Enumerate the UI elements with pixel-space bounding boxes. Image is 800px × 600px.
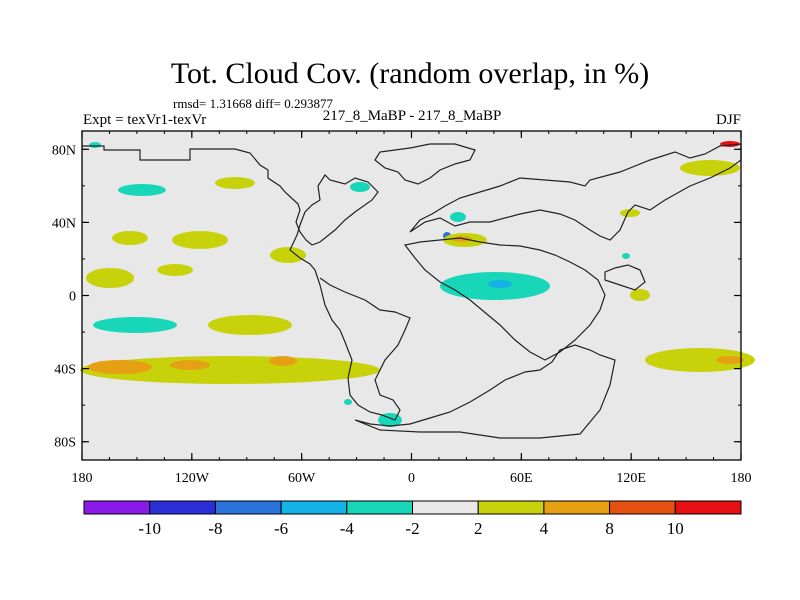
anomaly-patch: [350, 182, 370, 192]
y-tick-label: 80S: [54, 436, 76, 451]
anomaly-patch: [270, 247, 306, 263]
colorbar-bin: [412, 500, 479, 515]
anomaly-patch: [157, 264, 193, 276]
map-area: [80, 130, 755, 461]
x-tick-label: 120E: [616, 471, 646, 486]
anomaly-patch: [450, 212, 466, 222]
anomaly-patch: [630, 289, 650, 301]
chart-title: Tot. Cloud Cov. (random overlap, in %): [171, 57, 649, 90]
colorbar-tick-label: -2: [405, 519, 419, 538]
y-axis: 80N 40N 0 40S 80S: [52, 143, 741, 451]
anomaly-patch: [344, 399, 352, 405]
anomaly-mediterranean: [443, 233, 487, 247]
anomaly-patch: [86, 268, 134, 288]
anomaly-negative-patches: [89, 142, 630, 427]
anomaly-patch: [170, 360, 210, 370]
colorbar-tick-label: -8: [208, 519, 222, 538]
colorbar-bin: [543, 500, 611, 515]
anomaly-patch: [118, 184, 166, 196]
coastline-greenland: [374, 143, 476, 185]
colorbar-tick-label: -4: [340, 519, 355, 538]
anomaly-patch: [89, 142, 101, 148]
y-tick-label: 80N: [52, 143, 76, 158]
anomaly-patch: [172, 231, 228, 249]
anomaly-patch: [269, 356, 297, 366]
colorbar-bin: [609, 500, 676, 515]
x-tick-label: 0: [408, 471, 415, 486]
coastline-south-america: [314, 269, 411, 421]
anomaly-patch: [680, 160, 740, 176]
colorbar-tick-label: 4: [540, 519, 549, 538]
colorbar-bin: [214, 500, 282, 515]
anomaly-southern-storm-track: [80, 289, 755, 384]
anomaly-patch: [112, 231, 148, 245]
anomaly-patch: [378, 413, 402, 427]
colorbar-labels: -10 -8 -6 -4 -2 2 4 8 10: [138, 519, 683, 538]
coastlines: [82, 143, 742, 439]
colorbar-bin: [149, 500, 216, 515]
coastline-north-america: [82, 145, 379, 271]
anomaly-nh-pacific-band: [86, 177, 306, 288]
anomaly-patch: [215, 177, 255, 189]
colorbar-bin: [346, 500, 413, 515]
anomaly-patch: [80, 356, 380, 384]
comparison-label: 217_8_MaBP - 217_8_MaBP: [323, 108, 502, 124]
colorbar-tick-label: 2: [474, 519, 483, 538]
experiment-label: Expt = texVr1-texVr: [83, 112, 206, 128]
colorbar-tick-label: -10: [138, 519, 161, 538]
colorbar-bin: [477, 500, 545, 515]
colorbar-tick-label: -6: [274, 519, 288, 538]
colorbar-bin: [83, 500, 151, 515]
x-tick-label: 60E: [510, 471, 533, 486]
x-tick-label: 120W: [175, 471, 210, 486]
anomaly-patch: [88, 360, 152, 374]
anomaly-patch: [620, 209, 640, 217]
y-tick-label: 40S: [54, 363, 76, 378]
coastline-eurasia: [409, 143, 742, 241]
anomaly-patch: [93, 317, 177, 333]
y-tick-label: 40N: [52, 216, 76, 231]
anomaly-patch: [208, 315, 292, 335]
colorbar-tick-label: 8: [605, 519, 614, 538]
stats-line: rmsd= 1.31668 diff= 0.293877: [173, 96, 333, 111]
x-tick-label: 180: [731, 471, 752, 486]
anomaly-arctic: [620, 141, 740, 217]
x-tick-label: 180: [72, 471, 93, 486]
anomaly-sh-pacific: [208, 315, 292, 335]
anomaly-patch: [645, 348, 755, 372]
anomaly-patch: [622, 253, 630, 259]
colorbar: [83, 500, 742, 515]
anomaly-patch: [488, 280, 512, 288]
colorbar-bin: [280, 500, 348, 515]
colorbar-bin: [674, 500, 742, 515]
coastline-africa: [403, 237, 606, 361]
x-tick-label: 60W: [288, 471, 316, 486]
coastline-australia: [604, 264, 646, 291]
anomaly-patch: [716, 356, 744, 364]
colorbar-tick-label: 10: [667, 519, 684, 538]
x-axis: 180 120W 60W 0 60E 120E 180: [72, 131, 752, 486]
season-label: DJF: [716, 112, 741, 128]
y-tick-label: 0: [69, 290, 76, 305]
coastline-antarctica: [354, 344, 616, 439]
